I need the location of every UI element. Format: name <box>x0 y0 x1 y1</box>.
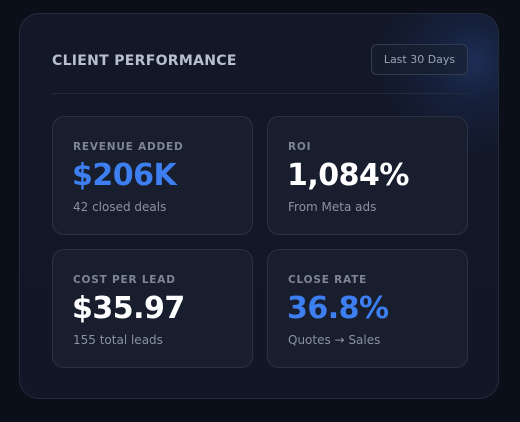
metric-tile-roi: ROI 1,084% From Meta ads <box>267 116 468 235</box>
client-performance-card: CLIENT PERFORMANCE Last 30 Days REVENUE … <box>19 13 499 399</box>
metric-subtext: 42 closed deals <box>73 200 167 214</box>
metric-tile-close-rate: CLOSE RATE 36.8% Quotes → Sales <box>267 249 468 368</box>
metric-subtext: Quotes → Sales <box>288 333 381 347</box>
metric-subtext: 155 total leads <box>73 333 163 347</box>
date-range-button[interactable]: Last 30 Days <box>371 44 468 75</box>
metric-subtext: From Meta ads <box>288 200 377 214</box>
metric-value: 36.8% <box>287 291 389 326</box>
metric-value: $206K <box>72 158 177 193</box>
metric-value: 1,084% <box>287 158 409 193</box>
metric-tile-cost-per-lead: COST PER LEAD $35.97 155 total leads <box>52 249 253 368</box>
metric-tile-revenue-added: REVENUE ADDED $206K 42 closed deals <box>52 116 253 235</box>
header-divider <box>52 93 468 94</box>
card-title: CLIENT PERFORMANCE <box>52 53 237 69</box>
metric-label: CLOSE RATE <box>288 274 368 286</box>
metric-label: REVENUE ADDED <box>73 141 184 153</box>
metric-value: $35.97 <box>72 291 185 326</box>
metric-label: COST PER LEAD <box>73 274 176 286</box>
metric-label: ROI <box>288 141 312 153</box>
